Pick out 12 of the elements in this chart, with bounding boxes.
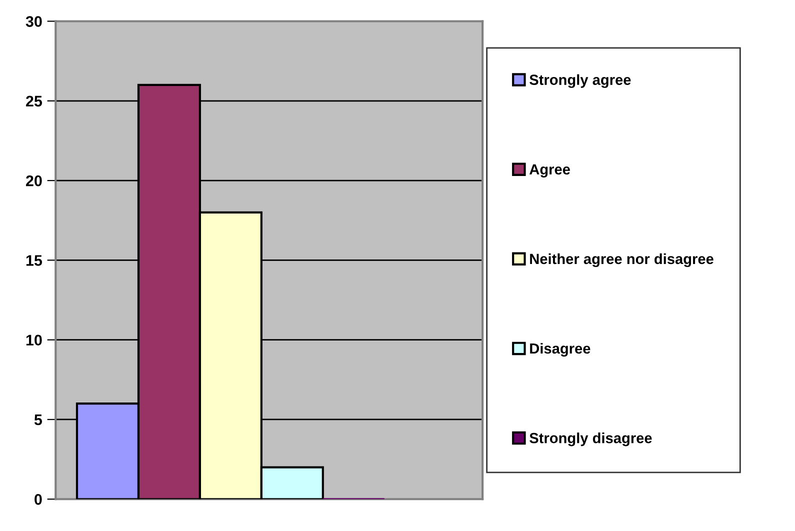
y-tick-label: 0 — [34, 494, 42, 505]
legend-label: Neither agree nor disagree — [530, 253, 714, 268]
y-tick-label: 10 — [26, 334, 42, 346]
legend-label: Strongly disagree — [530, 432, 652, 446]
y-tick-label: 30 — [26, 16, 42, 27]
legend-label: Strongly agree — [530, 74, 631, 88]
y-tick-label: 15 — [26, 255, 42, 266]
y-tick-label: 20 — [26, 175, 42, 186]
legend-label: Agree — [529, 164, 570, 178]
y-tick-label: 25 — [26, 96, 42, 107]
legend-label: Disagree — [530, 342, 590, 357]
y-tick-label: 5 — [34, 414, 42, 426]
